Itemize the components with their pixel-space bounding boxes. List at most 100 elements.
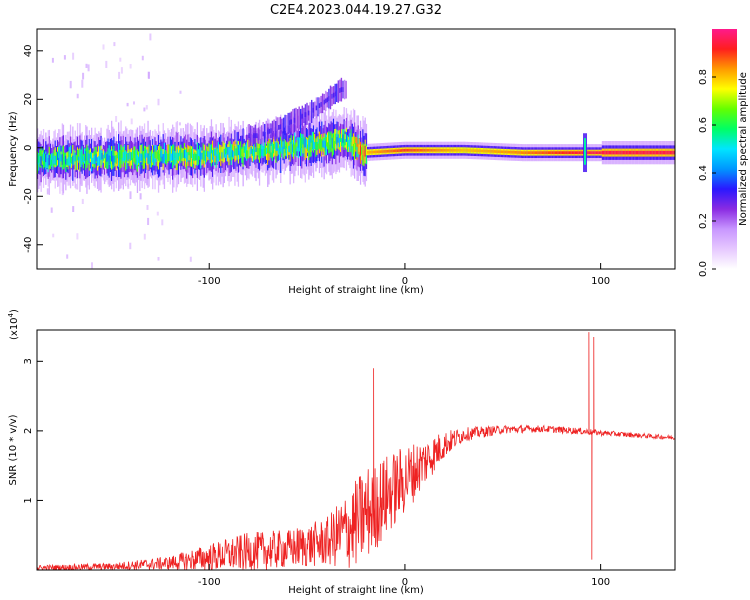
spectrogram-band-cell [155, 151, 157, 160]
spectrogram-band-cell [658, 150, 660, 155]
spectrogram-band-cell [139, 153, 141, 164]
spectrogram-band-cell [351, 136, 353, 157]
spectrogram-band-cell [163, 151, 166, 161]
spectrogram-band-cell [254, 149, 256, 157]
spectrogram-band-cell [628, 150, 631, 155]
spectrogram-band-cell [365, 146, 368, 156]
spectrogram-band-cell [207, 150, 209, 157]
spectrogram-band-cell [647, 150, 649, 155]
spectrogram-band-cell [642, 150, 645, 155]
spectrogram-band-cell [426, 148, 429, 152]
spectrogram-band-cell [40, 156, 42, 166]
spectrogram-band-cell [539, 151, 541, 154]
spectrogram-band-cell [482, 149, 484, 153]
spectrogram-band-cell [571, 151, 573, 154]
spectrogram-band-cell [141, 154, 143, 164]
spectrogram-band-cell [500, 150, 503, 154]
spectrogram-branch-cell [303, 107, 305, 124]
snr-panel: -100 0 100 1 2 3 Height of straight line (km)… [7, 309, 676, 596]
spectrogram-band-cell [108, 145, 110, 165]
spectrogram-band-cell [514, 151, 517, 154]
spectrogram-speckle [161, 219, 164, 226]
colorbar-tick-label: 0.4 [698, 165, 709, 181]
spectrogram-band-cell [604, 150, 606, 155]
spectrogram-band-cell [266, 147, 268, 155]
spectrogram-band-cell [296, 140, 298, 147]
spectrogram-band-cell [123, 152, 126, 161]
spectrogram-band-cell [179, 150, 181, 157]
spectrogram-band-cell [504, 150, 506, 154]
spectrogram-band-cell [553, 151, 555, 154]
spectrogram-band-cell [478, 149, 480, 153]
spectrogram-band-cell [556, 151, 558, 154]
spectrogram-band-cell [598, 151, 600, 154]
spectrogram-speckle [139, 193, 142, 200]
spectrogram-band-cell [413, 148, 416, 152]
spectrogram-band-cell [162, 154, 164, 164]
spectrogram-band-cell [100, 150, 102, 161]
spectrogram-band-cell [203, 150, 205, 161]
spectrogram-band-cell [586, 151, 588, 154]
spectrogram-band-cell [469, 149, 471, 152]
spectrogram-band-cell [59, 150, 61, 161]
spectrogram-band-cell [479, 149, 481, 153]
spectrogram-band-cell [293, 142, 295, 153]
spectrogram-band-cell [241, 149, 243, 157]
spectrogram-band-cell [578, 151, 580, 154]
spectrogram-band-cell [358, 144, 360, 152]
spectrogram-speckle [157, 98, 160, 106]
spectrogram-branch-cell [285, 115, 288, 134]
spectrogram-band-cell [58, 146, 60, 167]
spectrogram-band-cell [318, 138, 321, 149]
spectrogram-branch-core [315, 105, 318, 111]
spectrogram-band-cell [285, 141, 288, 149]
spectrogram-band-cell [456, 148, 458, 152]
spectrogram-band-cell [450, 148, 452, 152]
spectrogram-speckle [130, 118, 133, 125]
spectrogram-band-cell [111, 150, 113, 162]
spectrogram-speckle [87, 64, 90, 72]
spectrogram-band-cell [45, 153, 47, 163]
spectrogram-branch-cell [295, 107, 297, 132]
spectrogram-band-cell [544, 151, 546, 154]
spectrogram-speckle [66, 254, 69, 259]
spectrogram-band-cell [161, 156, 163, 163]
spectrogram-speckle [76, 233, 79, 240]
spectrogram-ticks: -100 0 100 40 20 0 -20 -40 [23, 44, 610, 287]
spectrogram-band-cell [577, 151, 579, 154]
spectrogram-band-cell [338, 137, 341, 147]
colorbar-ticks: 0.0 0.2 0.4 0.6 0.8 [698, 69, 716, 277]
spectrogram-branch-cell [281, 118, 283, 134]
spectrogram-band-cell [130, 152, 133, 161]
spectrogram-band-cell [533, 151, 535, 154]
spectrogram-band-cell [72, 155, 74, 165]
spectrogram-band-cell [154, 148, 156, 159]
spectrogram-band-cell [204, 154, 207, 161]
spectrogram-speckle [63, 55, 66, 60]
spectrogram-branch-core [289, 120, 291, 126]
snr-multiplier: (x104) [7, 309, 20, 340]
spectrogram-band-cell [291, 144, 294, 152]
spectrogram-band-cell [213, 148, 215, 157]
spectrogram-band-cell [463, 148, 465, 152]
spectrogram-speckle [46, 188, 49, 195]
spectrogram-band-cell [392, 149, 395, 153]
spectrogram-band-cell [321, 139, 323, 150]
spectrogram-band-cell [234, 146, 236, 156]
spectrogram-band-cell [197, 149, 200, 156]
spectrogram-band-cell [330, 139, 332, 149]
spectrogram-branch-cell [306, 102, 308, 125]
spectrogram-band-cell [364, 145, 366, 157]
spectrogram-band-cell [520, 151, 523, 154]
spectrogram-band-cell [591, 151, 593, 154]
spectrogram-band-cell [95, 153, 97, 162]
spectrogram-band-cell [257, 148, 260, 157]
spectrogram-band-cell [621, 150, 624, 155]
spectrogram-band-cell [89, 152, 92, 159]
spectrogram-band-cell [529, 151, 531, 154]
spectrogram-band-cell [506, 150, 508, 154]
spectrogram-band-cell [181, 152, 183, 159]
spectrogram-band-cell [502, 150, 504, 154]
spectrogram-branch-core [312, 107, 314, 113]
